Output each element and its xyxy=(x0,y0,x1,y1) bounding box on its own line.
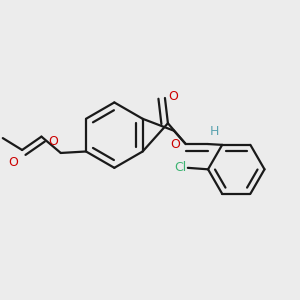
Text: O: O xyxy=(9,156,19,169)
Text: H: H xyxy=(209,124,219,137)
Text: O: O xyxy=(49,135,58,148)
Text: Cl: Cl xyxy=(174,161,186,174)
Text: O: O xyxy=(169,90,178,103)
Text: O: O xyxy=(170,138,180,151)
